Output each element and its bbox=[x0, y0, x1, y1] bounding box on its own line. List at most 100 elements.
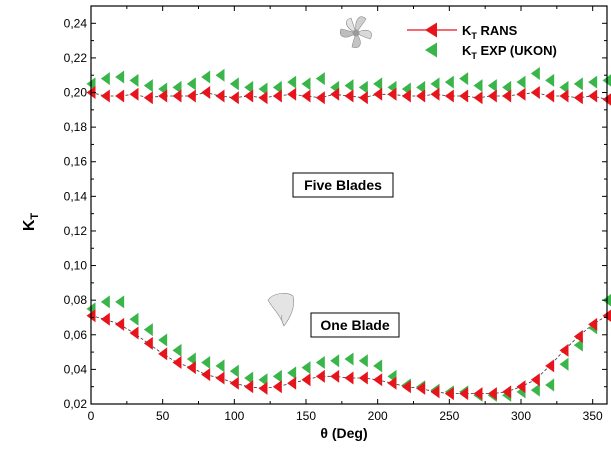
one-blade-rans-point bbox=[530, 373, 540, 387]
one-blade-rans-point bbox=[158, 347, 168, 361]
five-blades-rans-point bbox=[258, 91, 268, 105]
one-blade-rans-point bbox=[573, 330, 583, 344]
five-blades-rans-point bbox=[143, 91, 153, 105]
one-blade-rans-point bbox=[186, 361, 196, 375]
x-tick-label: 150 bbox=[296, 409, 316, 423]
five-blades-exp-point bbox=[373, 77, 383, 91]
one-blade-rans-point bbox=[459, 387, 469, 401]
five-blades-rans-point bbox=[287, 87, 297, 101]
legend-rans-label: KT RANS bbox=[462, 23, 518, 41]
one-blade-rans-point bbox=[344, 371, 354, 385]
five-blades-exp-point bbox=[430, 77, 440, 91]
svg-text:One Blade: One Blade bbox=[320, 317, 389, 333]
y-tick-label: 0,24 bbox=[64, 16, 88, 30]
five-blades-rans-point bbox=[487, 89, 497, 103]
five-blades-rans-point bbox=[559, 89, 569, 103]
one-blade-exp-point bbox=[358, 354, 368, 368]
five-blades-exp-point bbox=[115, 70, 125, 84]
five-blades-rans-point bbox=[115, 89, 125, 103]
x-tick-label: 300 bbox=[511, 409, 531, 423]
y-tick-label: 0,22 bbox=[64, 51, 88, 65]
y-tick-label: 0,04 bbox=[64, 362, 88, 376]
legend-rans-marker bbox=[425, 22, 437, 38]
one-blade-exp-point bbox=[272, 369, 282, 383]
one-blade-rans-point bbox=[143, 336, 153, 350]
one-blade-exp-point bbox=[244, 371, 254, 385]
five-blades-exp-point bbox=[143, 79, 153, 93]
five-blades-exp-point bbox=[272, 80, 282, 94]
one-blade-rans-point bbox=[416, 381, 426, 395]
plot-frame bbox=[90, 5, 608, 405]
one-blade-rans-point bbox=[258, 381, 268, 395]
five-blades-rans-point bbox=[530, 86, 540, 100]
five-blades-rans-point bbox=[201, 86, 211, 100]
five-blades-rans-point bbox=[373, 87, 383, 101]
one-blade-rans-point bbox=[588, 317, 598, 331]
five-blades-annotation: Five Blades bbox=[292, 172, 394, 198]
five-blades-exp-point bbox=[444, 75, 454, 89]
one-blade-rans-point bbox=[229, 376, 239, 390]
five-blades-exp-point bbox=[459, 72, 469, 86]
y-axis-title: KT bbox=[21, 213, 41, 232]
legend-exp-label: KT EXP (UKON) bbox=[462, 43, 557, 61]
five-blades-exp-point bbox=[301, 77, 311, 91]
y-tick-label: 0,06 bbox=[64, 328, 88, 342]
data-markers bbox=[86, 66, 611, 402]
legend-exp-marker bbox=[425, 42, 437, 58]
five-blades-exp-point bbox=[100, 72, 110, 86]
five-blades-exp-point bbox=[186, 77, 196, 91]
five-blades-exp-point bbox=[573, 77, 583, 91]
svg-text:Five Blades: Five Blades bbox=[304, 177, 382, 193]
five-blades-rans-point bbox=[502, 89, 512, 103]
one-blade-exp-point bbox=[315, 355, 325, 369]
five-blades-rans-point bbox=[172, 89, 182, 103]
one-blade-rans-point bbox=[244, 380, 254, 394]
five-blades-exp-point bbox=[344, 79, 354, 93]
five-blades-exp-point bbox=[358, 80, 368, 94]
x-tick-label: 350 bbox=[583, 409, 603, 423]
one-blade-exp-point bbox=[201, 355, 211, 369]
one-blade-rans-point bbox=[172, 355, 182, 369]
five-blades-rans-point bbox=[301, 89, 311, 103]
one-blade-rans-point bbox=[215, 371, 225, 385]
five-blades-rans-point bbox=[229, 91, 239, 105]
five-blades-rans-point bbox=[315, 91, 325, 105]
five-blades-exp-point bbox=[487, 79, 497, 93]
one-blade-exp-point bbox=[258, 373, 268, 387]
five-blades-exp-point bbox=[201, 70, 211, 84]
five-blades-rans-point bbox=[129, 87, 139, 101]
one-blade-rans-point bbox=[444, 387, 454, 401]
one-blade-exp-point bbox=[143, 323, 153, 337]
five-blades-exp-point bbox=[172, 80, 182, 94]
five-blades-exp-point bbox=[315, 72, 325, 86]
five-blades-rans-point bbox=[459, 89, 469, 103]
one-blade-rans-point bbox=[129, 326, 139, 340]
one-blade-exp-point bbox=[545, 378, 555, 392]
five-blades-exp-point bbox=[229, 77, 239, 91]
one-blade-propeller-icon bbox=[267, 293, 295, 327]
one-blade-rans-point bbox=[287, 376, 297, 390]
five-blades-rans-point bbox=[215, 89, 225, 103]
five-blades-exp-point bbox=[244, 80, 254, 94]
five-blades-rans-point bbox=[588, 89, 598, 103]
x-tick-label: 100 bbox=[224, 409, 244, 423]
one-blade-rans-point bbox=[315, 369, 325, 383]
rans-curves bbox=[90, 92, 608, 394]
one-blade-rans-point bbox=[545, 359, 555, 373]
five-blades-exp-point bbox=[287, 75, 297, 89]
one-blade-rans-point bbox=[358, 371, 368, 385]
one-blade-rans-point bbox=[330, 369, 340, 383]
five-blades-rans-point bbox=[444, 89, 454, 103]
five-blades-rans-point bbox=[344, 89, 354, 103]
five-blades-rans-point bbox=[573, 91, 583, 105]
plot-axes bbox=[90, 5, 608, 405]
five-blades-exp-point bbox=[588, 75, 598, 89]
five-blades-exp-point bbox=[545, 73, 555, 87]
one-blade-rans-point bbox=[201, 368, 211, 382]
y-tick-label: 0,14 bbox=[64, 189, 88, 203]
five-blades-rans-point bbox=[387, 87, 397, 101]
one-blade-rans-point bbox=[430, 385, 440, 399]
five-blades-rans-point bbox=[358, 91, 368, 105]
x-tick-label: 200 bbox=[368, 409, 388, 423]
